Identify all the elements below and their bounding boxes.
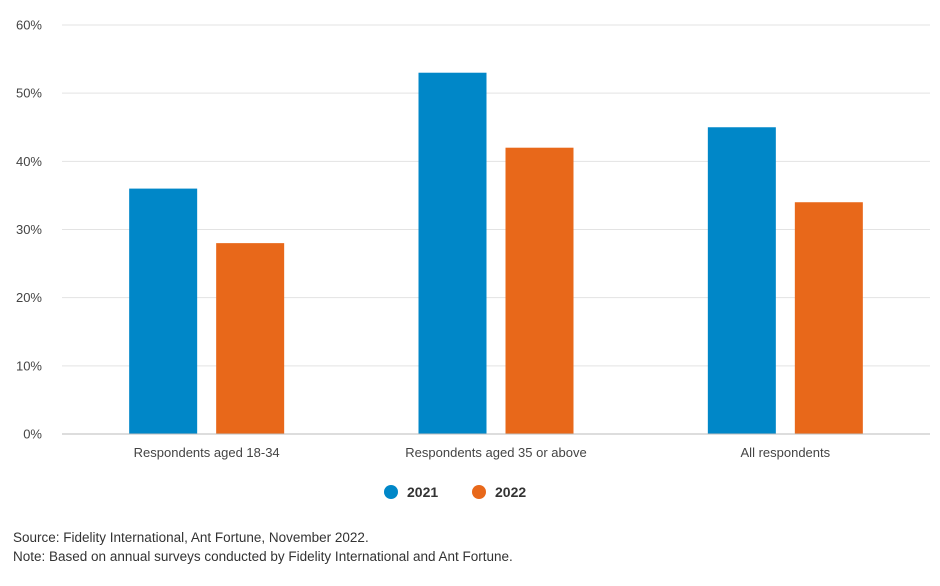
bar-2022-3 [794,202,863,434]
gridlines [62,24,930,367]
x-category-label: Respondents aged 35 or above [405,445,586,460]
legend-swatch-2022 [472,485,486,499]
bar-2021-1 [129,188,198,434]
bar-2022-2 [505,147,574,434]
legend-label-2022: 2022 [495,484,526,500]
x-axis-labels: Respondents aged 18-34 Respondents aged 3… [134,445,831,460]
bar-2021-2 [418,72,487,434]
bar-2021-3 [707,127,776,434]
methodology-note: Note: Based on annual surveys conducted … [13,549,513,564]
y-tick-label: 50% [16,86,42,101]
source-note: Source: Fidelity International, Ant Fort… [13,530,369,545]
bar-2022-1 [216,243,285,434]
bars [129,72,863,434]
legend: 2021 2022 [384,484,526,500]
y-axis-ticks: 0% 10% 20% 30% 40% 50% 60% [16,18,42,442]
y-tick-label: 40% [16,154,42,169]
bar-chart: 0% 10% 20% 30% 40% 50% 60% Respondents aged 18… [16,18,930,500]
legend-swatch-2021 [384,485,398,499]
y-tick-label: 20% [16,290,42,305]
y-tick-label: 10% [16,358,42,373]
y-tick-label: 60% [16,18,42,33]
x-category-label: Respondents aged 18-34 [134,445,280,460]
legend-label-2021: 2021 [407,484,438,500]
y-tick-label: 30% [16,222,42,237]
y-tick-label: 0% [23,427,42,442]
x-category-label: All respondents [741,445,831,460]
